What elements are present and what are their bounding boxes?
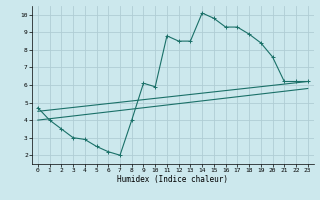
X-axis label: Humidex (Indice chaleur): Humidex (Indice chaleur)	[117, 175, 228, 184]
